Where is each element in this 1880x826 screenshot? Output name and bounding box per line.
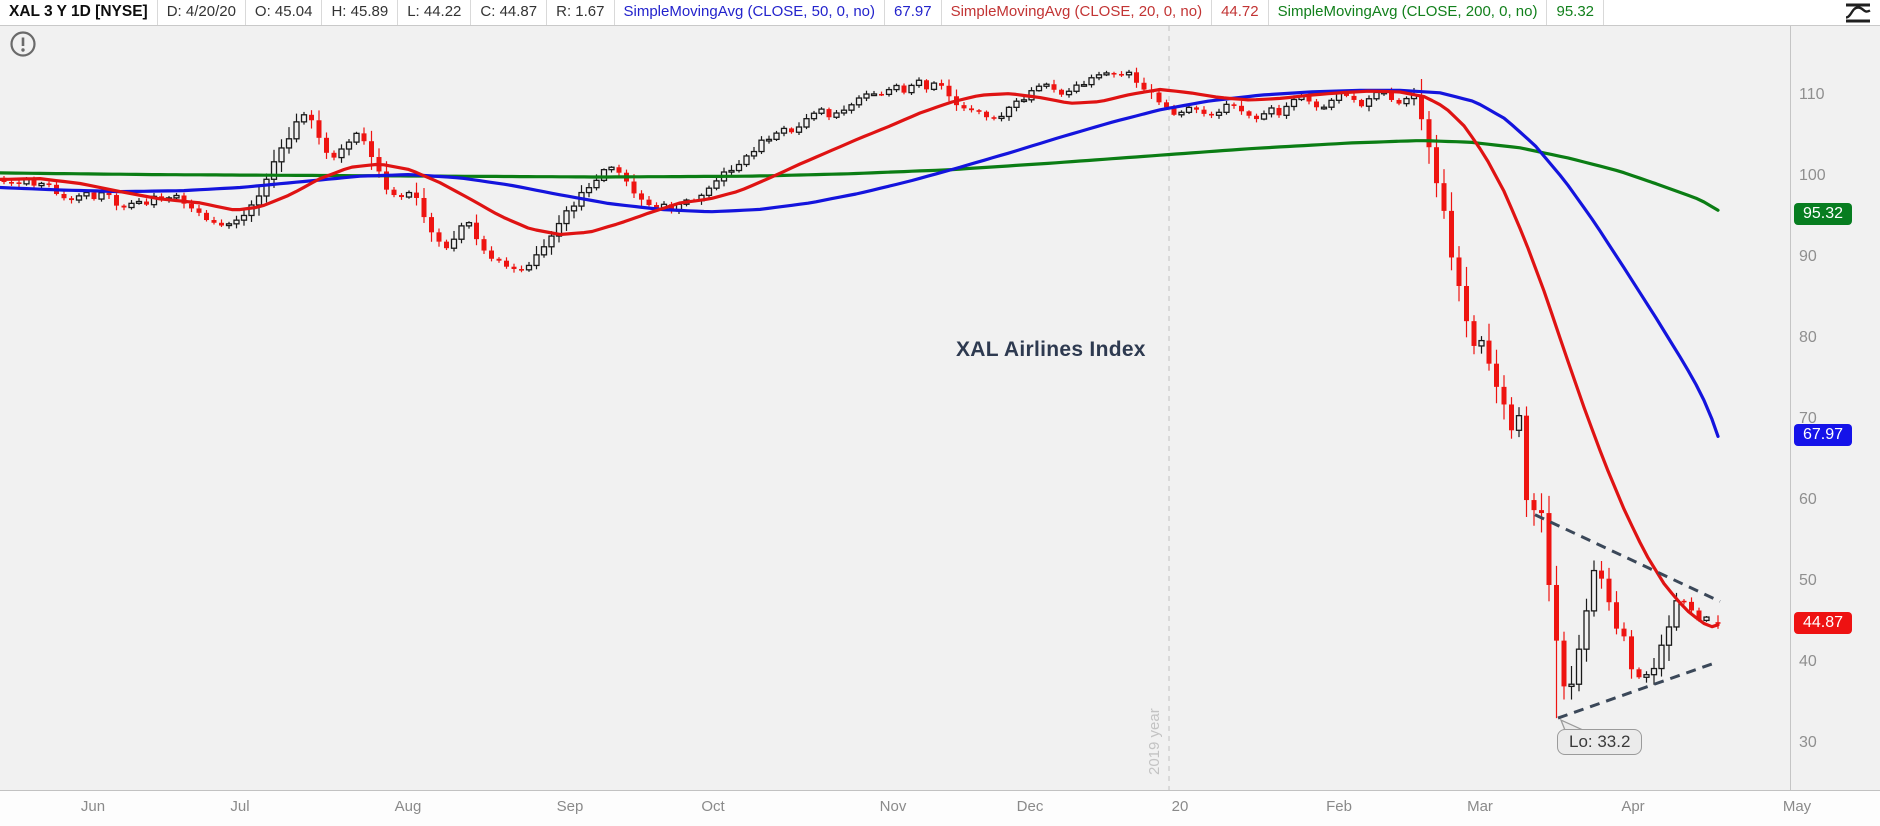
price-tick-70: 70 bbox=[1799, 410, 1817, 427]
header-spacer bbox=[1604, 0, 1836, 25]
low-field: L: 44.22 bbox=[398, 0, 472, 25]
sma50-line bbox=[0, 88, 1720, 438]
chart-title: XAL Airlines Index bbox=[956, 338, 1146, 361]
price-tick-40: 40 bbox=[1799, 653, 1817, 670]
candlestick-series bbox=[1, 67, 1721, 719]
sma50-badge: 67.97 bbox=[1794, 424, 1852, 447]
sma20-value: 44.72 bbox=[1212, 0, 1269, 25]
ohlc-readout: XAL 3 Y 1D [NYSE] D: 4/20/20 O: 45.04 H: 45… bbox=[0, 0, 1605, 25]
time-tick-Nov: Nov bbox=[879, 798, 907, 815]
sma200-line bbox=[0, 139, 1720, 212]
price-tick-90: 90 bbox=[1799, 248, 1817, 265]
sma200-label[interactable]: SimpleMovingAvg (CLOSE, 200, 0, no) bbox=[1269, 0, 1548, 25]
time-tick-May: May bbox=[1782, 798, 1812, 815]
time-tick-Jun: Jun bbox=[80, 798, 106, 815]
chart-area: 110 100 90 80 70 60 50 40 30 95.32 67.97 44.87 XAL… bbox=[0, 26, 1880, 790]
price-tick-100: 100 bbox=[1799, 167, 1826, 184]
time-tick-Sep: Sep bbox=[556, 798, 584, 815]
time-tick-Apr: Apr bbox=[1621, 798, 1645, 815]
date-field: D: 4/20/20 bbox=[158, 0, 246, 25]
time-tick-Dec: Dec bbox=[1016, 798, 1044, 815]
time-tick-Oct: Oct bbox=[701, 798, 725, 815]
time-tick-Feb: Feb bbox=[1326, 798, 1352, 815]
close-field: C: 44.87 bbox=[471, 0, 548, 25]
price-tick-30: 30 bbox=[1799, 734, 1817, 751]
price-chart-canvas[interactable] bbox=[0, 26, 1790, 790]
price-tick-80: 80 bbox=[1799, 329, 1817, 346]
range-field: R: 1.67 bbox=[547, 0, 615, 25]
symbol-title: XAL 3 Y 1D [NYSE] bbox=[0, 0, 158, 25]
time-tick-Mar: Mar bbox=[1467, 798, 1493, 815]
low-annotation-tooltip: Lo: 33.2 bbox=[1557, 729, 1643, 756]
price-tick-60: 60 bbox=[1799, 491, 1817, 508]
sma200-badge: 95.32 bbox=[1794, 202, 1852, 225]
year-divider-label: 2019 year bbox=[1146, 708, 1163, 775]
price-tick-50: 50 bbox=[1799, 572, 1817, 589]
sma20-label[interactable]: SimpleMovingAvg (CLOSE, 20, 0, no) bbox=[942, 0, 1213, 25]
sma50-label[interactable]: SimpleMovingAvg (CLOSE, 50, 0, no) bbox=[615, 0, 886, 25]
wedge-lower-trendline[interactable] bbox=[1557, 660, 1718, 720]
last-price-badge: 44.87 bbox=[1794, 611, 1852, 634]
time-tick-20: 20 bbox=[1171, 798, 1189, 815]
time-tick-Jul: Jul bbox=[230, 798, 250, 815]
open-field: O: 45.04 bbox=[246, 0, 323, 25]
sma200-value: 95.32 bbox=[1547, 0, 1605, 25]
info-circle-icon[interactable] bbox=[9, 30, 37, 63]
sma20-line bbox=[0, 87, 1720, 629]
high-field: H: 45.89 bbox=[322, 0, 399, 25]
time-axis[interactable]: Jun Jul Aug Sep Oct Nov Dec 20 Feb Mar Apr May bbox=[0, 790, 1880, 826]
price-axis-divider bbox=[1790, 26, 1791, 790]
pattern-curve-icon[interactable] bbox=[1836, 0, 1880, 25]
sma50-value: 67.97 bbox=[885, 0, 942, 25]
chart-header-bar: XAL 3 Y 1D [NYSE] D: 4/20/20 O: 45.04 H: 45… bbox=[0, 0, 1880, 26]
time-tick-Aug: Aug bbox=[394, 798, 422, 815]
price-tick-110: 110 bbox=[1799, 86, 1825, 103]
wedge-upper-trendline[interactable] bbox=[1534, 513, 1721, 603]
